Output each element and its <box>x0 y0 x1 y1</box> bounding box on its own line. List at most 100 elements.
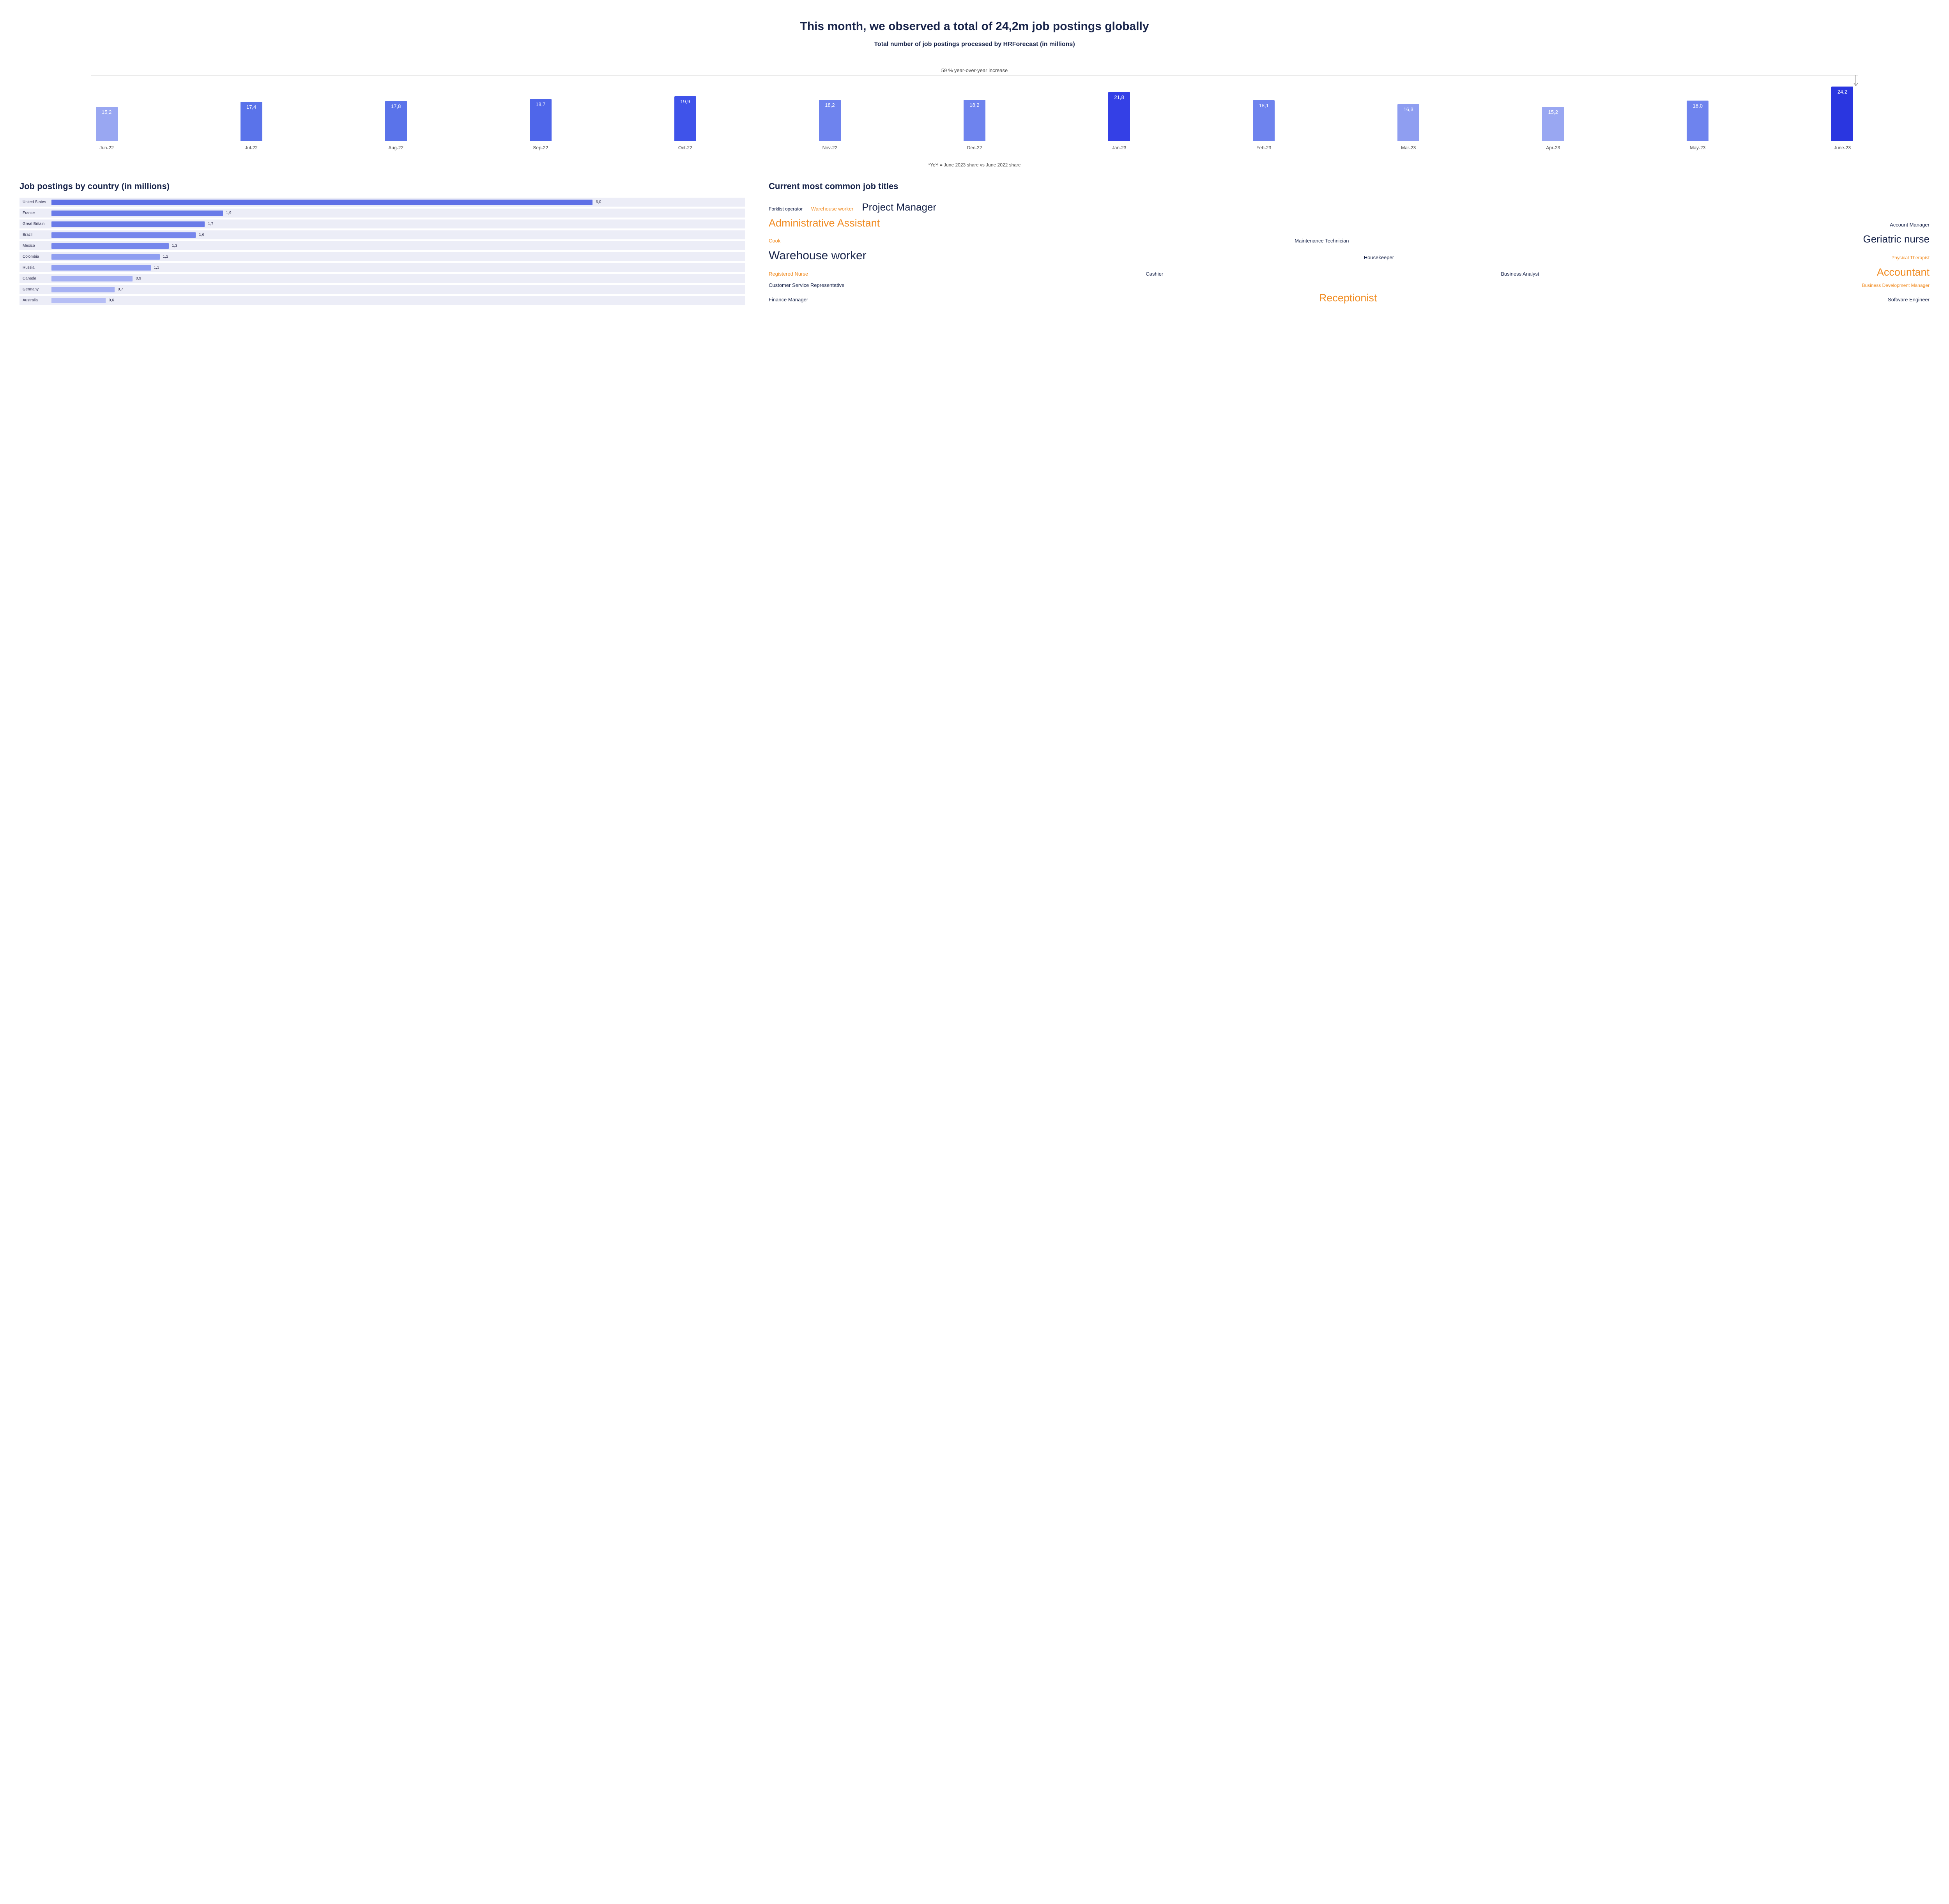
bar-column: 21,8 <box>1047 87 1192 141</box>
yoy-annotation: 59 % year-over-year increase <box>31 67 1918 83</box>
cloud-word: Warehouse worker <box>811 206 854 212</box>
country-row: Mexico1,3 <box>19 241 745 250</box>
country-name: United States <box>19 200 51 204</box>
country-bar <box>51 243 169 249</box>
bar: 18,2 <box>819 100 841 141</box>
country-bar-list: United States 6,0 France1,9 Great Britain 1,… <box>19 198 745 305</box>
country-name: Great Britain <box>19 222 51 226</box>
country-value: 1,7 <box>208 222 213 226</box>
cloud-word: Forklist operator <box>769 206 803 212</box>
country-row: Germany 0,7 <box>19 285 745 294</box>
bar-value-label: 18,0 <box>1687 103 1708 109</box>
bar: 24,2 <box>1831 87 1853 141</box>
cloud-word: Customer Service Representative <box>769 282 844 288</box>
bar: 18,1 <box>1253 100 1275 141</box>
cloud-title: Current most common job titles <box>769 181 1930 191</box>
cloud-word: Geriatric nurse <box>1863 233 1930 245</box>
country-value: 1,2 <box>163 255 168 259</box>
bar-column: 18,1 <box>1192 87 1336 141</box>
cloud-word: Maintenance Technician <box>1295 238 1349 244</box>
bar-value-label: 15,2 <box>96 109 118 115</box>
bar: 21,8 <box>1108 92 1130 141</box>
bar-x-label: Jun-22 <box>34 145 179 150</box>
bar-value-label: 16,3 <box>1397 106 1419 112</box>
cloud-word: Accountant <box>1877 266 1930 278</box>
bar-x-label: Sep-22 <box>468 145 613 150</box>
cloud-row: Cook Maintenance Technician Geriatric nurs… <box>769 233 1930 245</box>
country-name: Australia <box>19 298 51 303</box>
country-name: Germany <box>19 287 51 292</box>
bar: 18,7 <box>530 99 552 141</box>
bar-column: 18,7 <box>468 87 613 141</box>
monthly-bar-labels: Jun-22Jul-22Aug-22Sep-22Oct-22Nov-22Dec-… <box>31 145 1918 150</box>
country-row: United States 6,0 <box>19 198 745 207</box>
cloud-word: Finance Manager <box>769 297 808 303</box>
country-value: 1,6 <box>199 233 204 237</box>
bar-value-label: 18,1 <box>1253 103 1275 108</box>
country-bar <box>51 287 115 292</box>
cloud-row: Warehouse workerHousekeeperPhysical Ther… <box>769 249 1930 262</box>
country-bar <box>51 298 106 303</box>
bar-column: 18,0 <box>1625 87 1770 141</box>
bar-column: 24,2 <box>1770 87 1915 141</box>
bar: 17,8 <box>385 101 407 141</box>
yoy-bracket <box>34 76 1915 83</box>
country-name: Canada <box>19 276 51 281</box>
country-value: 1,1 <box>154 265 159 270</box>
country-name: Brazil <box>19 233 51 237</box>
bar-column: 16,3 <box>1336 87 1481 141</box>
bar-value-label: 18,2 <box>964 102 985 108</box>
bar-value-label: 17,8 <box>385 103 407 109</box>
country-bar <box>51 276 133 281</box>
country-bar <box>51 221 205 227</box>
cloud-row: Customer Service RepresentativeBusiness … <box>769 282 1930 288</box>
country-bar <box>51 211 223 216</box>
bar-value-label: 17,4 <box>241 104 262 110</box>
bar-x-label: June-23 <box>1770 145 1915 150</box>
bar: 16,3 <box>1397 104 1419 141</box>
bar-x-label: Aug-22 <box>324 145 468 150</box>
country-row: Russia 1,1 <box>19 263 745 272</box>
cloud-word: Physical Therapist <box>1891 255 1930 260</box>
bar-column: 15,2 <box>34 87 179 141</box>
bar-column: 17,8 <box>324 87 468 141</box>
cloud-word: Cook <box>769 238 780 244</box>
country-value: 1,9 <box>226 211 232 215</box>
cloud-word: Administrative Assistant <box>769 217 880 229</box>
country-row: Canada 0,9 <box>19 274 745 283</box>
bar-column: 17,4 <box>179 87 324 141</box>
country-value: 0,9 <box>136 276 141 281</box>
bar: 18,2 <box>964 100 985 141</box>
chart-subtitle: Total number of job postings processed b… <box>19 41 1930 48</box>
bar-column: 19,9 <box>613 87 757 141</box>
country-name: Mexico <box>19 244 51 248</box>
bar-x-label: Mar-23 <box>1336 145 1481 150</box>
cloud-word: Registered Nurse <box>769 271 808 277</box>
country-value: 0,7 <box>118 287 123 292</box>
country-value: 0,6 <box>109 298 114 303</box>
cloud-row: Administrative AssistantAccount Manager <box>769 217 1930 229</box>
bar-x-label: Feb-23 <box>1192 145 1336 150</box>
cloud-row: Finance ManagerReceptionistSoftware Engi… <box>769 292 1930 304</box>
cloud-word: Business Analyst <box>1501 271 1539 277</box>
monthly-bar-chart: 15,2 17,4 17,8 18,7 19,9 18,2 18,2 21,8 18,1 16,3… <box>31 87 1918 141</box>
country-row: France1,9 <box>19 209 745 218</box>
word-cloud: Forklist operatorWarehouse workerProject… <box>769 201 1930 304</box>
bar: 17,4 <box>241 102 262 141</box>
bar-column: 15,2 <box>1481 87 1625 141</box>
country-title: Job postings by country (in millions) <box>19 181 745 191</box>
cloud-word: Housekeeper <box>1364 255 1394 260</box>
bar-value-label: 15,2 <box>1542 109 1564 115</box>
arrow-down-icon <box>1853 75 1858 87</box>
country-bar <box>51 200 592 205</box>
bar-x-label: Apr-23 <box>1481 145 1625 150</box>
bar-value-label: 19,9 <box>674 99 696 104</box>
country-value: 6,0 <box>596 200 601 204</box>
bar: 18,0 <box>1687 101 1708 141</box>
country-name: Russia <box>19 265 51 270</box>
country-row: Brazil 1,6 <box>19 230 745 239</box>
bar-value-label: 18,7 <box>530 101 552 107</box>
country-bar <box>51 265 151 271</box>
bar-value-label: 21,8 <box>1108 94 1130 100</box>
bar-value-label: 18,2 <box>819 102 841 108</box>
